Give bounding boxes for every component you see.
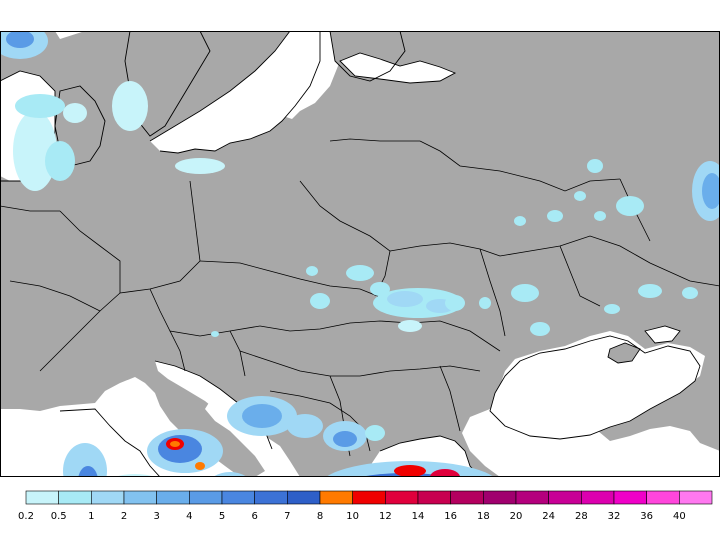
legend-swatch: [679, 490, 713, 505]
legend-swatch: [287, 490, 321, 505]
legend-label: 8: [317, 511, 323, 522]
legend-label: 7: [284, 511, 290, 522]
precip-area: [306, 266, 318, 276]
legend-swatch: [319, 490, 353, 505]
precip-area: [211, 331, 219, 337]
precip-area: [287, 414, 323, 438]
legend-swatch: [189, 490, 223, 505]
precip-area: [45, 141, 75, 181]
legend-label: 16: [444, 511, 457, 522]
crimea: [608, 343, 640, 363]
legend-label: 12: [379, 511, 392, 522]
legend-label: 24: [542, 511, 555, 522]
precip-area: [530, 322, 550, 336]
legend-canvas: 0.2 0.5 1 2 3 4 5 6 7 8 10 12 14 16 18 20 24 28 32 36 40: [18, 490, 713, 522]
precip-area: [594, 211, 606, 221]
legend-swatch: [123, 490, 157, 505]
legend-swatch: [483, 490, 517, 505]
legend-swatch: [25, 490, 59, 505]
legend-label: 32: [608, 511, 621, 522]
precip-area: [616, 196, 644, 216]
precip-area: [346, 265, 374, 281]
precip-area: [195, 462, 205, 470]
legend-swatch: [156, 490, 190, 505]
precip-area: [310, 293, 330, 309]
legend-swatch: [221, 490, 255, 505]
precip-area: [547, 210, 563, 222]
baltic-sea: [150, 31, 320, 153]
precip-area: [682, 287, 698, 299]
black-sea: [490, 336, 700, 439]
precipitation-map: [0, 23, 720, 511]
precip-area: [702, 173, 720, 209]
precip-area: [333, 431, 357, 447]
precip-area: [365, 425, 385, 441]
legend-label: 28: [575, 511, 588, 522]
legend-label: 36: [640, 511, 653, 522]
map-canvas: [0, 23, 720, 511]
precip-area: [587, 159, 603, 173]
legend-label: 0.2: [18, 511, 34, 522]
precip-area: [170, 441, 180, 447]
precip-area: [175, 158, 225, 174]
legend-swatch: [254, 490, 288, 505]
precip-area: [445, 295, 465, 311]
precip-area: [112, 81, 148, 131]
legend-label: 5: [219, 511, 225, 522]
precip-area: [387, 291, 423, 307]
gulf-of-finland: [340, 53, 455, 83]
legend-label: 18: [477, 511, 490, 522]
coastlines: [0, 30, 701, 478]
precip-area: [6, 30, 34, 48]
legend-swatch: [385, 490, 419, 505]
precip-area: [13, 111, 57, 191]
legend-swatch: [417, 490, 451, 505]
legend-label: 10: [346, 511, 359, 522]
legend-label: 20: [510, 511, 523, 522]
legend-swatch: [581, 490, 615, 505]
legend-label: 3: [153, 511, 159, 522]
legend-label: 4: [186, 511, 192, 522]
precip-area: [242, 404, 282, 428]
legend-swatch: [91, 490, 125, 505]
legend-swatch: [613, 490, 647, 505]
precip-area: [398, 320, 422, 332]
precip-area: [63, 103, 87, 123]
legend-label: 6: [251, 511, 257, 522]
precip-area: [370, 282, 390, 296]
legend-swatch: [646, 490, 680, 505]
precip-area: [15, 94, 65, 118]
precip-area: [394, 465, 426, 477]
legend-swatch: [352, 490, 386, 505]
precip-area: [479, 297, 491, 309]
legend-label: 40: [673, 511, 686, 522]
legend-swatch: [58, 490, 92, 505]
legend-swatch: [515, 490, 549, 505]
legend-swatch: [548, 490, 582, 505]
precip-area: [638, 284, 662, 298]
precip-area: [511, 284, 539, 302]
legend-label: 1: [88, 511, 94, 522]
legend-label: 0.5: [51, 511, 67, 522]
precip-area: [604, 304, 620, 314]
precip-area: [514, 216, 526, 226]
legend-label: 2: [121, 511, 127, 522]
legend-label: 14: [412, 511, 425, 522]
sea-of-azov: [645, 326, 680, 343]
country-borders: [0, 138, 720, 457]
legend-swatch: [450, 490, 484, 505]
precip-area: [574, 191, 586, 201]
precipitation-legend: 0.2 0.5 1 2 3 4 5 6 7 8 10 12 14 16 18 20 24 28 32 36 40: [0, 488, 720, 528]
